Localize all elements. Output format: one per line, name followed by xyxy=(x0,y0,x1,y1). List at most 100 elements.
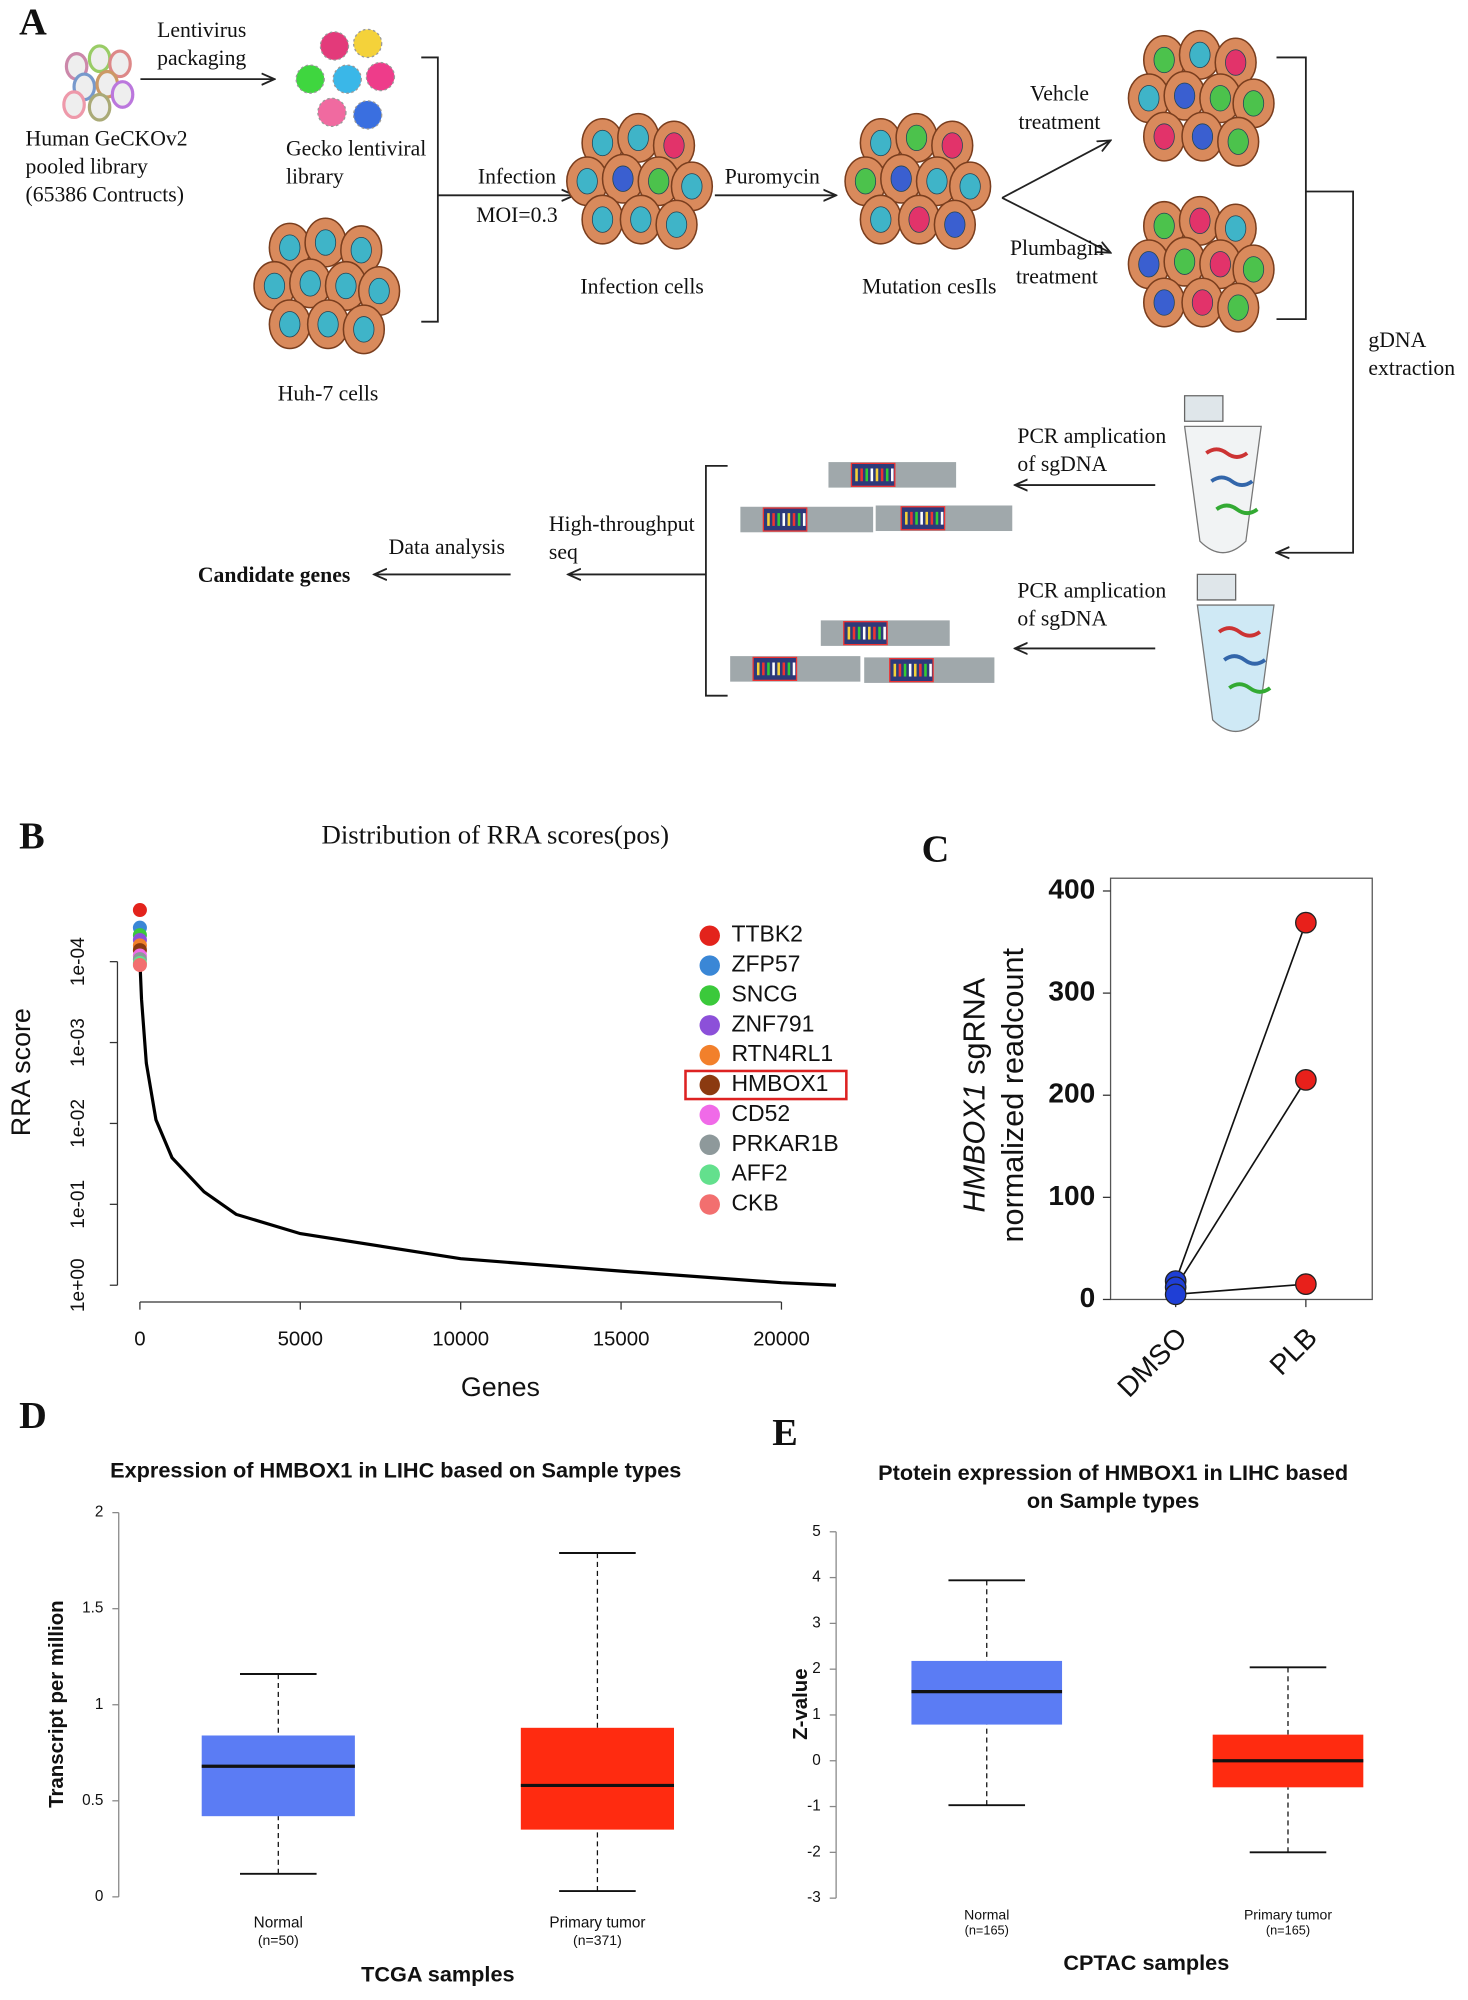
barcode-bit xyxy=(891,468,894,482)
virus xyxy=(352,28,383,59)
cell-nucleus xyxy=(1153,212,1175,240)
data-point xyxy=(1295,1273,1317,1295)
barcode-bit xyxy=(767,662,770,676)
diagram-arrows xyxy=(140,56,1354,697)
diagram-label: treatment xyxy=(1019,110,1101,134)
barcode-bit xyxy=(860,468,863,482)
tube xyxy=(1183,425,1262,554)
diagram-label: Plumbagin xyxy=(1010,236,1104,260)
cell-nucleus xyxy=(350,237,372,264)
legend-label: AFF2 xyxy=(731,1160,787,1186)
cell-nucleus xyxy=(1189,41,1211,69)
plasmid xyxy=(87,44,112,74)
y-tick-label: 0 xyxy=(95,1888,104,1905)
legend-label: TTBK2 xyxy=(731,921,802,947)
dna xyxy=(1215,503,1259,516)
cell-nucleus xyxy=(1174,248,1196,275)
x-tick-label: 15000 xyxy=(593,1329,650,1351)
cell-nucleus xyxy=(681,173,703,200)
barcode-bit xyxy=(924,663,927,677)
sample-size: (n=165) xyxy=(965,1923,1009,1938)
y-tick-label: 0 xyxy=(1080,1282,1096,1313)
legend-marker xyxy=(699,955,720,976)
y-tick-label: 3 xyxy=(812,1614,821,1631)
gene-point xyxy=(132,903,147,918)
barcode-bit xyxy=(908,663,912,677)
barcode-bit xyxy=(919,663,922,677)
cell-nucleus xyxy=(1227,128,1249,155)
cell-nucleus xyxy=(627,124,649,152)
plasmid xyxy=(110,80,135,109)
barcode-bit xyxy=(762,662,765,676)
barcode-bit xyxy=(893,663,897,677)
barcode-bit xyxy=(782,662,786,676)
sample-size: (n=371) xyxy=(573,1932,622,1948)
barcode-bit xyxy=(935,511,939,525)
chart-title: on Sample types xyxy=(1027,1488,1199,1513)
x-tick-label: 20000 xyxy=(753,1329,810,1351)
dna xyxy=(1223,654,1267,666)
barcode-bit xyxy=(802,513,806,526)
cell-nucleus xyxy=(368,277,390,305)
plot-frame xyxy=(1109,877,1373,1301)
legend-marker xyxy=(699,1104,720,1126)
legend-marker xyxy=(699,1164,720,1185)
x-tick-label: PLB xyxy=(1264,1321,1323,1380)
barcode-bit xyxy=(756,662,760,676)
y-tick-label: -2 xyxy=(807,1843,821,1860)
cell-nucleus xyxy=(1242,256,1265,283)
plasmid xyxy=(87,92,112,122)
barcode-bit xyxy=(903,663,907,677)
cell-nucleus xyxy=(263,272,286,300)
dna xyxy=(1217,626,1262,638)
diagram-label: Candidate genes xyxy=(198,563,350,587)
chart-title: Ptotein expression of HMBOX1 in LIHC bas… xyxy=(878,1460,1348,1485)
cell-nucleus xyxy=(576,168,598,195)
y-axis-label: Transcript per million xyxy=(46,1600,68,1808)
virus xyxy=(295,64,325,94)
cell-nucleus xyxy=(908,206,930,233)
barcode-bit xyxy=(847,626,851,640)
y-tick-label: -3 xyxy=(807,1889,821,1906)
barcode-bit xyxy=(880,468,884,482)
y-axis-label: normalized readcount xyxy=(996,947,1030,1242)
diagram-illustrations xyxy=(62,28,1275,733)
diagram-label: Puromycin xyxy=(725,165,820,189)
diagram-label: Lentivirus xyxy=(157,18,246,42)
cell-nucleus xyxy=(279,234,301,261)
barcode-bit xyxy=(855,468,858,482)
cell-nucleus xyxy=(854,168,877,195)
y-tick-label: 300 xyxy=(1048,976,1095,1007)
legend-marker xyxy=(699,1044,720,1066)
panel-label: C xyxy=(922,828,950,870)
panel-label: D xyxy=(19,1395,47,1437)
barcode-bit xyxy=(925,511,929,525)
y-tick-label: 1e-03 xyxy=(68,1018,89,1067)
diagram-label: (65386 Contructs) xyxy=(26,183,184,207)
diagram-label: packaging xyxy=(157,46,246,70)
data-point xyxy=(1295,1069,1317,1091)
legend-marker xyxy=(699,1194,720,1215)
virus xyxy=(332,64,362,94)
pair-line xyxy=(1174,922,1307,1282)
barcode-bit xyxy=(898,663,902,677)
barcode-bit xyxy=(777,662,780,676)
pair-line xyxy=(1174,1079,1307,1288)
chart-title: Expression of HMBOX1 in LIHC based on Sa… xyxy=(110,1458,681,1483)
barcode-bit xyxy=(930,511,934,525)
cell-nucleus xyxy=(335,272,357,300)
barcode-bit xyxy=(787,513,791,526)
diagram-label: of sgDNA xyxy=(1017,606,1107,630)
virus xyxy=(319,31,350,61)
virus xyxy=(365,61,396,92)
cell-nucleus xyxy=(1209,85,1231,112)
panel-label: E xyxy=(772,1412,798,1454)
diagram-label: Huh-7 cells xyxy=(278,382,379,406)
pair-line xyxy=(1175,1283,1306,1296)
barcode-bit xyxy=(929,663,932,677)
diagram-label: treatment xyxy=(1016,264,1098,288)
cell-nucleus xyxy=(1191,289,1214,316)
cell-nucleus xyxy=(870,206,892,233)
y-tick-label: 1e-01 xyxy=(68,1180,89,1229)
cell-nucleus xyxy=(591,129,614,157)
